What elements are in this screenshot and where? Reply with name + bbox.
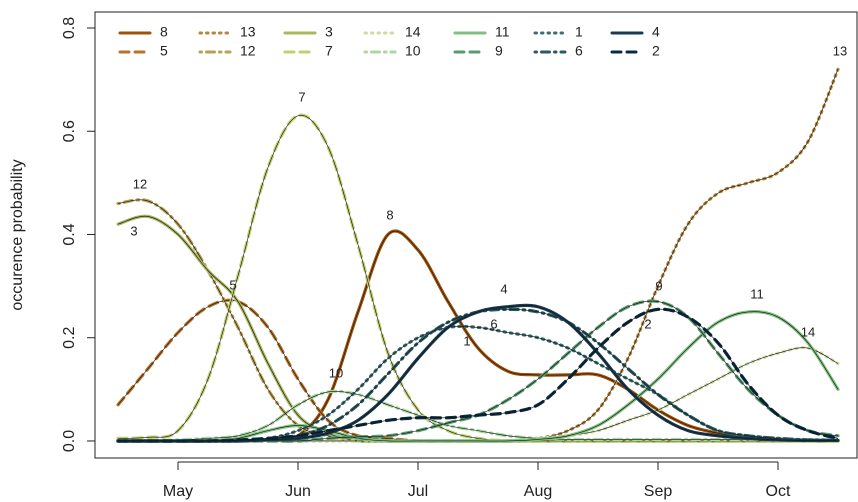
series-line — [116, 346, 840, 443]
x-tick-label: Jul — [408, 483, 428, 500]
series-outline — [117, 326, 839, 442]
legend-label: 14 — [405, 24, 421, 40]
series-line — [116, 67, 840, 443]
curve-label: 10 — [329, 365, 343, 380]
legend-label: 8 — [160, 24, 168, 40]
series-outline — [117, 347, 839, 442]
series-line — [116, 324, 840, 443]
legend-label: 10 — [405, 43, 421, 59]
plot-box — [94, 11, 858, 459]
legend-label: 9 — [495, 43, 503, 59]
curve-label: 8 — [386, 207, 393, 222]
x-tick-label: May — [163, 483, 193, 500]
curve-label: 4 — [500, 281, 507, 296]
curve-label: 6 — [490, 316, 497, 331]
y-tick-label: 0.4 — [61, 223, 78, 245]
series-outline — [117, 114, 838, 442]
series-outline — [117, 308, 839, 442]
x-tick-label: Sep — [644, 483, 673, 500]
curve-label: 14 — [801, 324, 815, 339]
legend-label: 3 — [325, 24, 333, 40]
curve-label: 13 — [833, 43, 847, 58]
series-line — [116, 307, 840, 443]
legend-label: 11 — [495, 24, 510, 40]
curve-label: 1 — [463, 333, 470, 348]
curve-label: 2 — [644, 316, 651, 331]
y-tick-label: 0.2 — [61, 327, 78, 349]
legend-label: 5 — [160, 43, 168, 59]
legend-label: 4 — [652, 24, 660, 40]
x-tick-label: Aug — [524, 483, 552, 500]
x-tick-label: Jun — [285, 483, 311, 500]
y-tick-label: 0.8 — [61, 17, 78, 39]
legend-label: 12 — [240, 43, 256, 59]
curve-label: 12 — [133, 176, 147, 191]
curve-label: 9 — [655, 278, 662, 293]
curve-label: 7 — [298, 89, 305, 104]
series-outline — [117, 230, 839, 442]
y-tick-label: 0.6 — [61, 120, 78, 142]
legend-label: 7 — [325, 43, 333, 59]
curve-label: 11 — [750, 286, 764, 301]
curve-label: 3 — [130, 223, 137, 238]
legend-label: 2 — [652, 43, 660, 59]
y-tick-label: 0.0 — [61, 430, 78, 452]
series-outline — [117, 391, 838, 442]
legend-label: 6 — [575, 43, 583, 59]
series-line — [116, 113, 840, 443]
series-line — [116, 310, 840, 443]
legend-label: 13 — [240, 24, 256, 40]
series-line — [116, 229, 840, 443]
series-outline — [117, 309, 839, 442]
y-axis-label: occurence probability — [9, 159, 26, 310]
curve-label: 5 — [229, 277, 236, 292]
series-outline — [117, 69, 839, 442]
series-outline — [117, 311, 839, 442]
legend-label: 1 — [575, 24, 583, 40]
x-tick-label: Oct — [766, 483, 791, 500]
